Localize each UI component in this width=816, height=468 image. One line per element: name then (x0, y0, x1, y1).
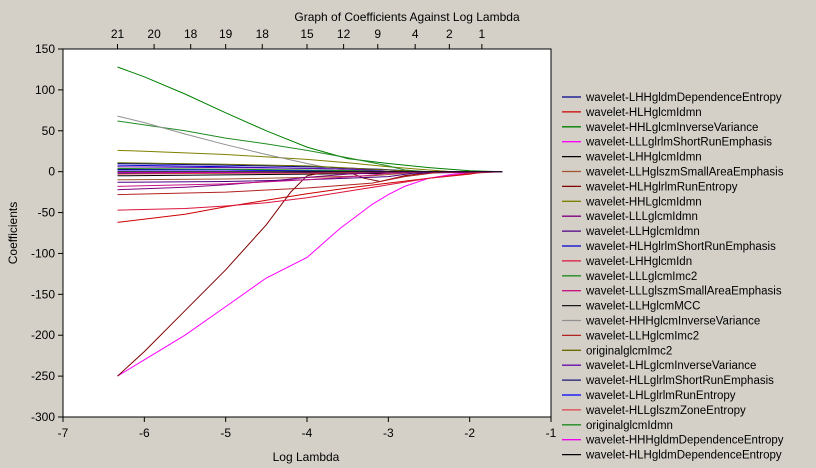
legend-item: wavelet-LHLglcmInverseVariance (562, 360, 756, 372)
legend-label: wavelet-HLHglrlmRunEntropy (585, 181, 738, 193)
top-tick-label: 19 (219, 27, 233, 41)
y-tick-label: -150 (31, 287, 55, 301)
y-tick-label: -300 (31, 410, 55, 424)
legend-label: wavelet-HHLglcmInverseVariance (585, 122, 758, 134)
x-tick-label: -3 (383, 426, 394, 440)
axes: -7 -6 -5 -4 -3 -2 -1 -300 -250 -200 -150 -100 -50 0 50… (31, 27, 557, 440)
y-tick-label: 50 (42, 124, 56, 138)
series-line-12 (117, 171, 503, 211)
legend-item: wavelet-LLLglszmSmallAreaEmphasis (562, 286, 782, 298)
legend-item: wavelet-HLHgldmDependenceEntropy (562, 450, 782, 462)
legend-label: wavelet-LHHglcmIdn (585, 256, 692, 268)
legend-item: wavelet-LLHglcmIdmn (562, 226, 700, 238)
legend-item: wavelet-LLHglcmMCC (562, 301, 700, 313)
series-lines (117, 66, 503, 377)
legend-label: wavelet-LHLglcmInverseVariance (585, 360, 756, 372)
y-tick-label: -250 (31, 369, 55, 383)
legend-label: wavelet-LLHglcmIdmn (585, 226, 700, 238)
legend-label: wavelet-LHHgldmDependenceEntropy (585, 92, 782, 104)
legend-item: wavelet-LHHglcmIdn (562, 256, 692, 268)
legend-item: originalglcmIdmn (562, 420, 673, 432)
legend-label: wavelet-LLLglcmImc2 (585, 271, 697, 283)
legend-label: wavelet-LHLglrlmRunEntropy (585, 390, 736, 402)
y-tick-label: -200 (31, 328, 55, 342)
legend-label: wavelet-HHHgldmDependenceEntropy (585, 435, 784, 447)
legend-item: wavelet-HHHglcmInverseVariance (562, 316, 760, 328)
legend-label: wavelet-HLLglszmZoneEntropy (585, 405, 746, 417)
legend-label: wavelet-LLHglszmSmallAreaEmphasis (585, 167, 784, 179)
series-line-17 (117, 171, 503, 196)
legend-label: wavelet-HHHglcmInverseVariance (585, 316, 760, 328)
legend-item: wavelet-HLHglrlmRunEntropy (562, 181, 738, 193)
legend-item: wavelet-HLHglrlmShortRunEmphasis (562, 241, 776, 253)
top-tick-label: 20 (147, 27, 161, 41)
legend-label: wavelet-HHLglcmIdmn (585, 196, 702, 208)
legend-item: wavelet-HLHglcmIdmn (562, 107, 702, 119)
series-line-4 (117, 171, 503, 377)
legend-label: wavelet-HLHglrlmShortRunEmphasis (585, 241, 776, 253)
legend-item: wavelet-LLHglcmImc2 (562, 330, 699, 342)
legend-label: originalglcmIdmn (586, 420, 673, 432)
top-tick-label: 15 (300, 27, 314, 41)
legend-item: wavelet-LLLglcmImc2 (562, 271, 697, 283)
top-tick-label: 9 (374, 27, 381, 41)
legend-item: wavelet-HLLglrlmShortRunEmphasis (562, 375, 774, 387)
legend-label: wavelet-HLHglcmIdmn (585, 107, 702, 119)
legend-item: wavelet-LHLglrlmRunEntropy (562, 390, 736, 402)
y-tick-label: 0 (48, 165, 55, 179)
top-tick-label: 18 (184, 27, 198, 41)
legend-label: wavelet-LLHglcmMCC (585, 301, 700, 313)
top-tick-label: 12 (337, 27, 351, 41)
series-line-8 (117, 149, 503, 173)
legend-item: wavelet-LLHglszmSmallAreaEmphasis (562, 167, 784, 179)
legend-label: originalglcmImc2 (586, 345, 672, 357)
y-axis-label: Coefficients (6, 202, 20, 264)
top-tick-label: 21 (111, 27, 125, 41)
legend-label: wavelet-LLLglrlmShortRunEmphasis (585, 137, 772, 149)
legend-item: wavelet-HHLglcmInverseVariance (562, 122, 758, 134)
legend-item: wavelet-HLLglszmZoneEntropy (562, 405, 746, 417)
y-tick-label: 100 (35, 83, 55, 97)
y-tick-label: -100 (31, 246, 55, 260)
legend-item: wavelet-LHHgldmDependenceEntropy (562, 92, 782, 104)
series-line-10 (117, 171, 503, 183)
x-axis-label: Log Lambda (273, 450, 340, 464)
legend-item: wavelet-HHHgldmDependenceEntropy (562, 435, 784, 447)
x-tick-label: -5 (220, 426, 231, 440)
legend-label: wavelet-LHHglcmIdmn (585, 152, 702, 164)
y-tick-label: -50 (38, 206, 56, 220)
legend: wavelet-LHHgldmDependenceEntropy wavelet-… (562, 92, 784, 462)
legend-item: wavelet-HHLglcmIdmn (562, 196, 702, 208)
top-tick-label: 4 (412, 27, 419, 41)
top-tick-label: 18 (256, 27, 270, 41)
x-tick-label: -2 (464, 426, 475, 440)
y-tick-label: 150 (35, 42, 55, 56)
plot-area (62, 48, 552, 418)
legend-label: wavelet-LLHglcmImc2 (585, 330, 699, 342)
legend-item: wavelet-LLLglcmIdmn (562, 211, 698, 223)
legend-item: originalglcmImc2 (562, 345, 672, 357)
x-tick-label: -4 (302, 426, 313, 440)
legend-label: wavelet-LLLglszmSmallAreaEmphasis (585, 286, 782, 298)
x-tick-label: -1 (546, 426, 557, 440)
x-tick-label: -6 (139, 426, 150, 440)
x-tick-label: -7 (58, 426, 69, 440)
series-line-3 (117, 66, 503, 173)
chart-title: Graph of Coefficients Against Log Lambda (294, 10, 520, 24)
top-tick-label: 2 (446, 27, 453, 41)
legend-label: wavelet-LLLglcmIdmn (585, 211, 698, 223)
legend-label: wavelet-HLLglrlmShortRunEmphasis (585, 375, 774, 387)
top-tick-label: 1 (479, 27, 486, 41)
legend-item: wavelet-LLLglrlmShortRunEmphasis (562, 137, 772, 149)
legend-item: wavelet-LHHglcmIdmn (562, 152, 702, 164)
legend-label: wavelet-HLHgldmDependenceEntropy (585, 450, 782, 462)
